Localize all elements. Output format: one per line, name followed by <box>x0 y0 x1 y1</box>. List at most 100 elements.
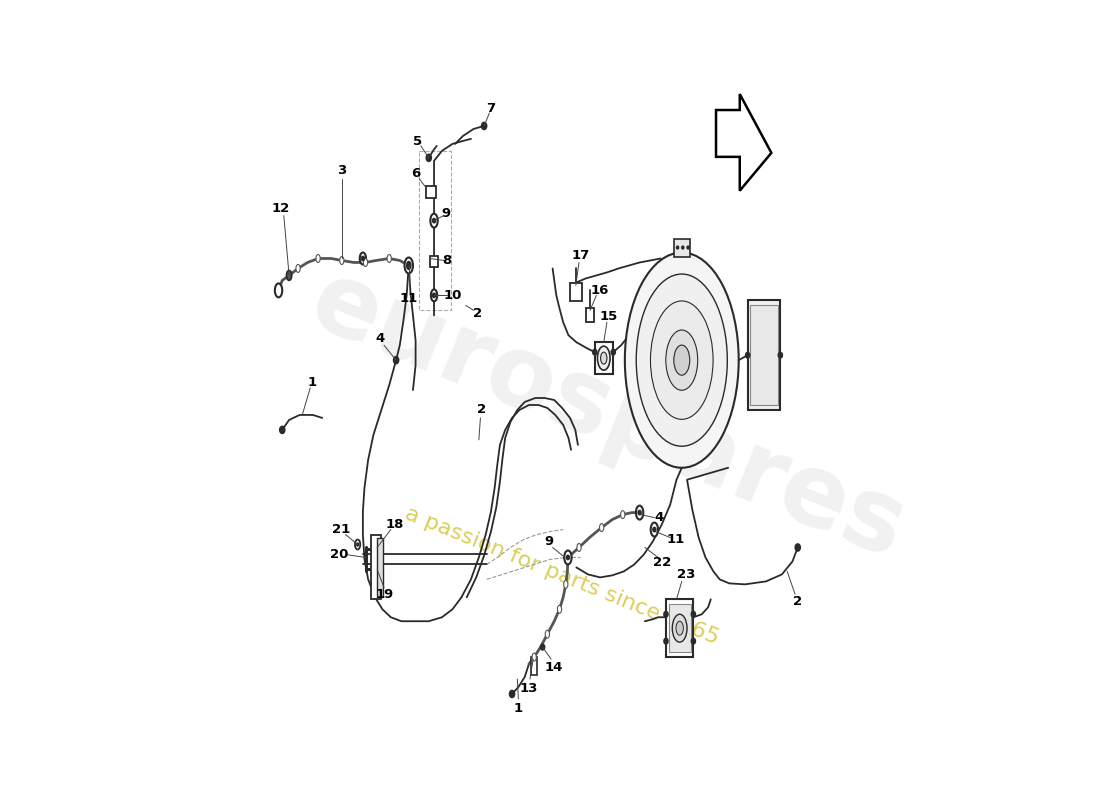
Text: 7: 7 <box>486 102 495 114</box>
Circle shape <box>279 426 285 434</box>
Bar <box>750 306 778 405</box>
Text: 17: 17 <box>571 249 590 262</box>
Bar <box>666 599 693 657</box>
Text: 9: 9 <box>544 535 553 548</box>
Circle shape <box>746 352 750 358</box>
Ellipse shape <box>407 262 410 270</box>
Text: 2: 2 <box>473 307 482 320</box>
Circle shape <box>482 122 486 130</box>
Ellipse shape <box>666 330 697 390</box>
Bar <box>595 342 614 374</box>
Ellipse shape <box>275 283 283 298</box>
Ellipse shape <box>576 543 581 551</box>
Text: 11: 11 <box>399 292 418 305</box>
Bar <box>426 186 436 198</box>
Circle shape <box>688 246 690 249</box>
Bar <box>430 255 438 267</box>
Circle shape <box>426 154 431 162</box>
Circle shape <box>664 611 668 617</box>
Ellipse shape <box>430 214 438 228</box>
Ellipse shape <box>296 265 300 273</box>
Ellipse shape <box>636 506 644 519</box>
Circle shape <box>682 246 684 249</box>
Circle shape <box>593 350 597 355</box>
Text: 22: 22 <box>653 556 671 569</box>
Circle shape <box>566 555 570 560</box>
Circle shape <box>676 246 679 249</box>
Ellipse shape <box>672 614 688 642</box>
Circle shape <box>795 544 801 551</box>
Text: 2: 2 <box>793 594 802 608</box>
Bar <box>674 238 690 257</box>
Text: 8: 8 <box>442 254 452 267</box>
Ellipse shape <box>340 257 344 265</box>
Text: 1: 1 <box>307 375 317 389</box>
Ellipse shape <box>597 346 611 370</box>
Ellipse shape <box>564 550 572 565</box>
Ellipse shape <box>286 270 292 281</box>
Text: 19: 19 <box>376 588 394 601</box>
Text: 16: 16 <box>591 284 609 297</box>
Text: a passion for parts since 1965: a passion for parts since 1965 <box>402 503 722 648</box>
Circle shape <box>652 527 656 532</box>
Text: 18: 18 <box>385 518 404 531</box>
Text: 21: 21 <box>331 523 350 536</box>
Ellipse shape <box>546 630 550 638</box>
Ellipse shape <box>405 258 412 274</box>
Circle shape <box>664 638 668 644</box>
Text: 2: 2 <box>477 403 486 417</box>
Text: 5: 5 <box>414 135 422 148</box>
Circle shape <box>432 218 436 222</box>
Polygon shape <box>716 94 771 190</box>
Ellipse shape <box>563 580 568 588</box>
Circle shape <box>691 611 695 617</box>
Ellipse shape <box>431 290 437 302</box>
Ellipse shape <box>387 254 392 262</box>
Ellipse shape <box>676 622 683 635</box>
Ellipse shape <box>636 274 727 446</box>
Ellipse shape <box>674 345 690 375</box>
Text: 4: 4 <box>654 511 663 524</box>
Ellipse shape <box>532 653 537 661</box>
Circle shape <box>509 690 515 698</box>
Text: 10: 10 <box>443 289 462 302</box>
Text: 12: 12 <box>272 202 290 215</box>
Text: eurospares: eurospares <box>297 253 920 579</box>
Ellipse shape <box>651 522 658 537</box>
Circle shape <box>612 350 615 355</box>
Text: 13: 13 <box>519 682 538 695</box>
Bar <box>371 534 382 599</box>
Circle shape <box>356 543 359 546</box>
Bar <box>570 283 582 302</box>
Ellipse shape <box>360 253 366 265</box>
Ellipse shape <box>355 539 360 550</box>
Ellipse shape <box>625 253 739 468</box>
Circle shape <box>361 256 364 261</box>
Text: 14: 14 <box>544 661 563 674</box>
Ellipse shape <box>316 254 320 262</box>
Circle shape <box>394 357 398 364</box>
Circle shape <box>540 644 544 650</box>
Text: 9: 9 <box>441 207 451 220</box>
Text: 20: 20 <box>330 548 349 561</box>
Ellipse shape <box>363 258 367 266</box>
Circle shape <box>778 352 782 358</box>
Text: 6: 6 <box>411 167 420 180</box>
Text: 15: 15 <box>600 310 618 322</box>
Text: 1: 1 <box>514 702 522 715</box>
Text: 11: 11 <box>667 533 684 546</box>
Ellipse shape <box>600 523 604 531</box>
Bar <box>531 657 537 675</box>
Ellipse shape <box>620 510 625 518</box>
Ellipse shape <box>601 352 607 364</box>
Text: 3: 3 <box>338 164 346 178</box>
Circle shape <box>638 510 641 514</box>
Circle shape <box>691 638 695 644</box>
Bar <box>748 300 780 410</box>
Bar <box>669 604 691 652</box>
Ellipse shape <box>650 301 713 419</box>
Bar <box>586 308 594 322</box>
Text: 23: 23 <box>676 568 695 581</box>
Circle shape <box>432 293 436 298</box>
Text: 4: 4 <box>376 332 385 345</box>
